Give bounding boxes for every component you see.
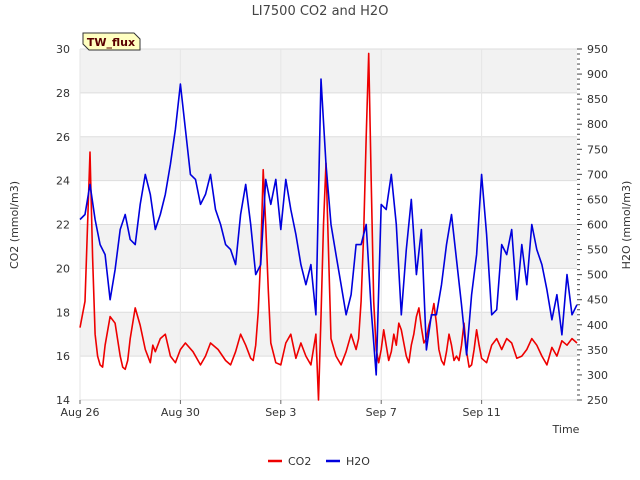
y-right-tick-label: 350 [587,344,608,357]
y-axis-left-ticks: 14 16 18 20 22 24 26 28 30 [56,43,70,407]
y-left-tick-label: 30 [56,43,70,56]
site-badge: TW_flux [82,32,141,51]
grid-band [80,312,577,357]
plot-area [79,48,578,401]
y-right-tick-label: 900 [587,68,608,81]
y-right-tick-label: 550 [587,244,608,257]
y-left-tick-label: 24 [56,175,70,188]
legend: CO2 H2O [268,455,370,468]
x-tick-label: Aug 26 [61,406,100,419]
y-right-tick-label: 400 [587,319,608,332]
y-right-tick-label: 650 [587,193,608,206]
y-left-tick-label: 22 [56,219,70,232]
y-left-tick-label: 16 [56,350,70,363]
y-right-tick-label: 500 [587,269,608,282]
y-right-tick-label: 600 [587,219,608,232]
series-layer [79,52,578,401]
legend-h2o-label: H2O [346,455,370,468]
y-right-tick-label: 250 [587,394,608,407]
series-line-h2o [79,78,578,376]
x-axis-ticks: Aug 26 Aug 30 Sep 3 Sep 7 Sep 11 [61,400,501,419]
y-right-tick-label: 750 [587,143,608,156]
y-right-tick-label: 950 [587,43,608,56]
y-left-tick-label: 20 [56,262,70,275]
grid-lines [79,48,577,401]
grid-band [80,49,577,93]
series-line-co2 [79,52,578,401]
y-left-tick-label: 14 [56,394,70,407]
y-right-tick-label: 800 [587,118,608,131]
y-left-tick-label: 28 [56,87,70,100]
x-tick-label: Sep 3 [265,406,296,419]
y-axis-right-ticks: 250 300 350 400 450 500 550 600 650 700 750 800 850 9… [577,43,608,407]
y-right-tick-label: 450 [587,294,608,307]
grid-band [80,136,577,181]
grid-bands [80,49,577,357]
x-tick-label: Aug 30 [161,406,200,419]
y-left-tick-label: 18 [56,306,70,319]
legend-co2-label: CO2 [288,455,311,468]
chart-title: LI7500 CO2 and H2O [252,4,389,19]
y-left-tick-label: 26 [56,131,70,144]
y-right-tick-label: 300 [587,369,608,382]
x-tick-label: Sep 11 [462,406,500,419]
y-axis-left-label: CO2 (mmol/m3) [8,181,21,269]
y-axis-right-label: H2O (mmol/m3) [620,181,633,270]
badge-label: TW_flux [87,36,135,49]
y-right-tick-label: 700 [587,168,608,181]
y-right-tick-label: 850 [587,93,608,106]
badge-box [82,32,141,51]
x-tick-label: Sep 7 [366,406,397,419]
x-axis-label: Time [552,423,580,436]
